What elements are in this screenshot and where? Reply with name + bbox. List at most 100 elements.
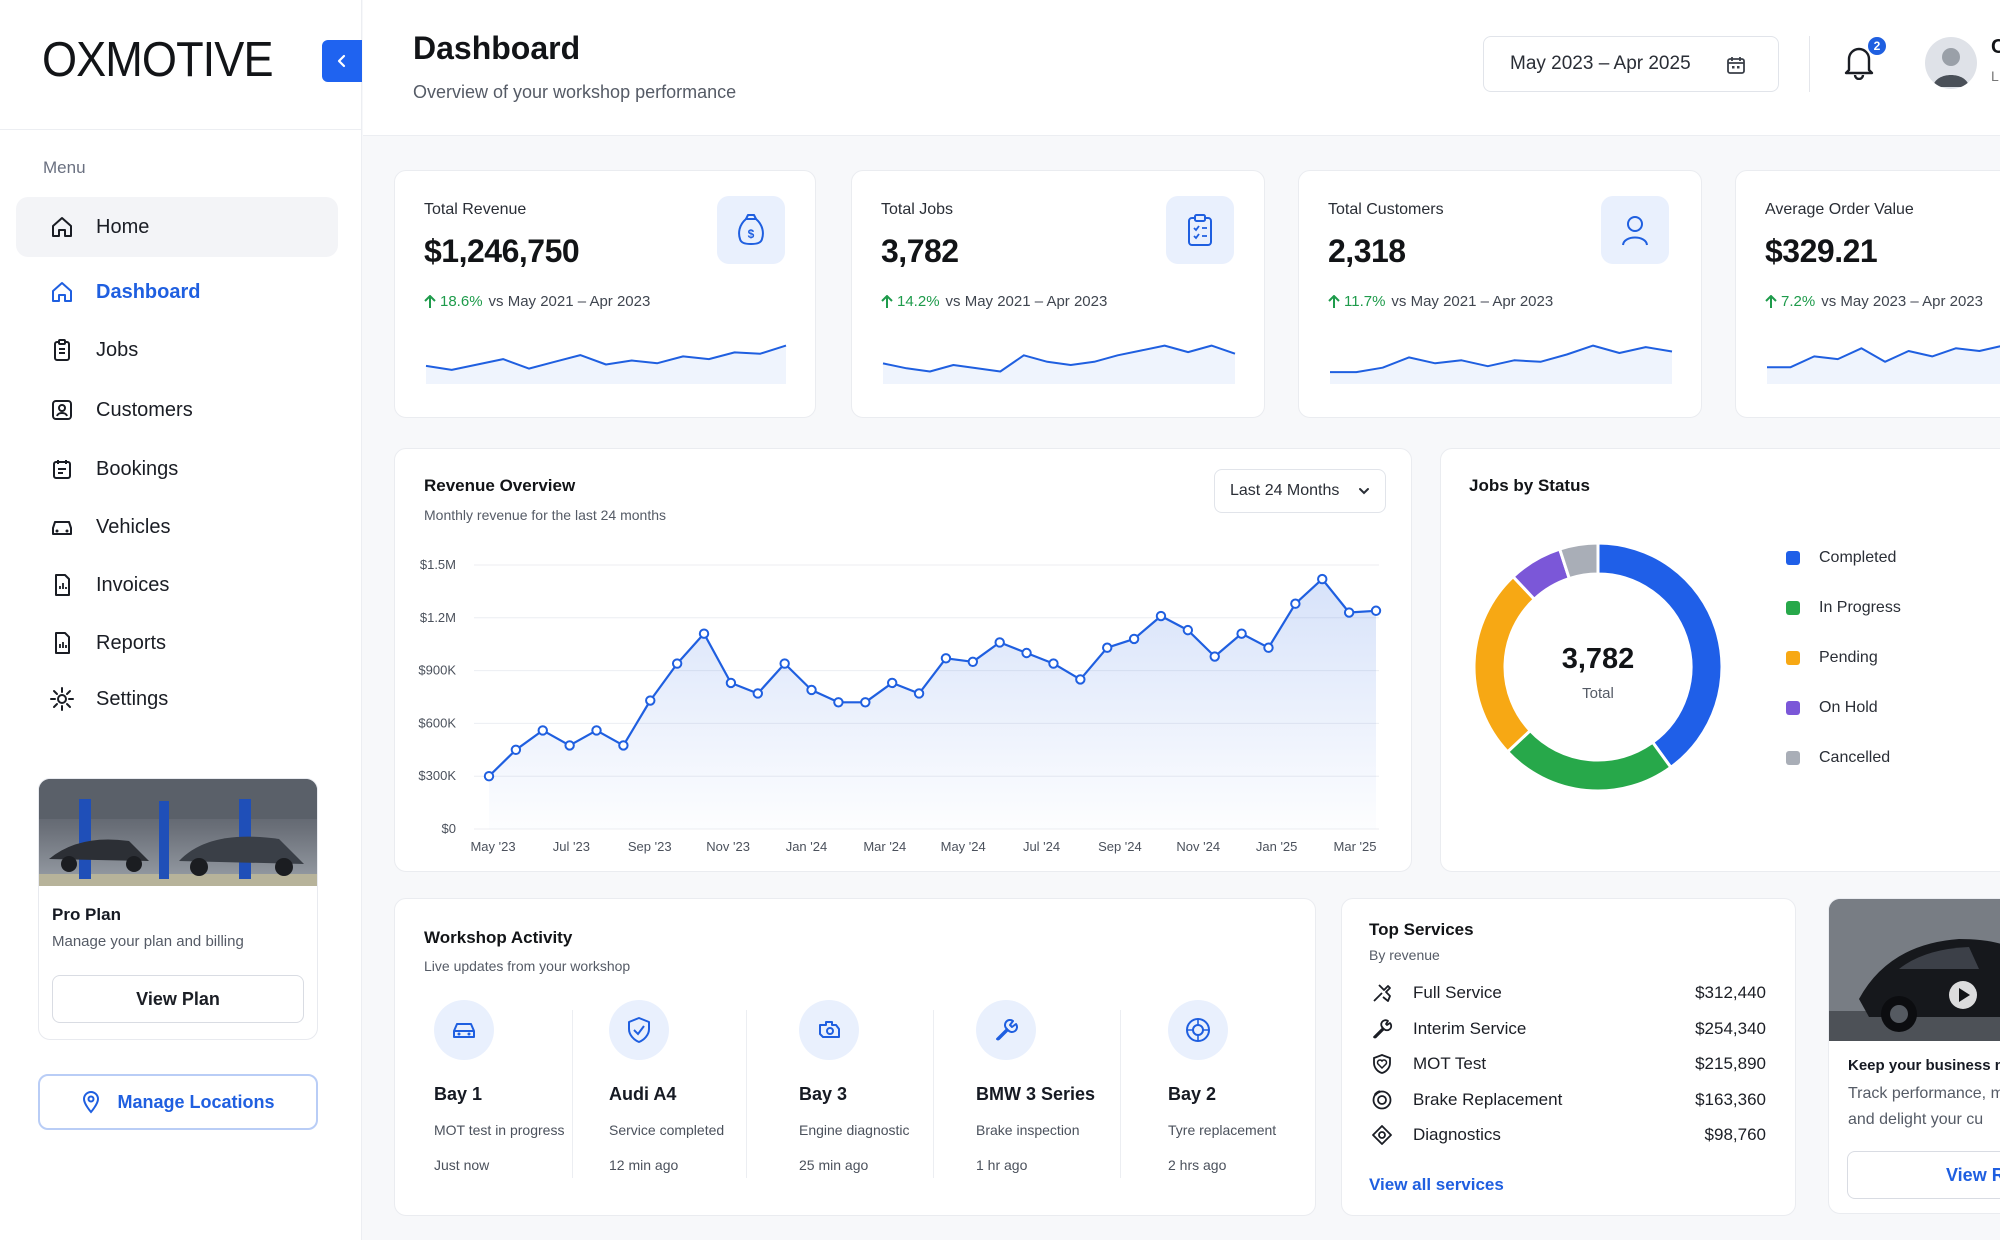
location-pin-icon [81, 1090, 101, 1114]
calendar-icon [1727, 57, 1745, 74]
legend-label: Cancelled [1819, 749, 1891, 766]
sidebar-item-invoices[interactable]: Invoices [16, 555, 338, 615]
service-row[interactable]: Interim Service $254,340 [1371, 1012, 1766, 1046]
invoice-icon [48, 571, 76, 599]
collapse-sidebar-button[interactable] [322, 40, 362, 82]
legend-item-cancelled: Cancelled [1786, 749, 1890, 767]
stat-label: Total Revenue [424, 201, 527, 218]
header-divider [1809, 36, 1810, 92]
data-point [1155, 610, 1167, 622]
arrow-up-icon [881, 294, 893, 308]
manage-locations-label: Manage Locations [117, 1091, 275, 1112]
activity-item[interactable]: Bay 1 MOT test in progress Just now [432, 1000, 592, 1184]
promo2-line1: Track performance, m [1848, 1085, 2000, 1102]
activity-item[interactable]: Bay 2 Tyre replacement 2 hrs ago [1166, 1000, 1326, 1184]
service-row[interactable]: Brake Replacement $163,360 [1371, 1083, 1766, 1117]
range-select[interactable]: Last 24 Months [1214, 469, 1386, 513]
activity-time: Just now [434, 1157, 490, 1173]
activity-item[interactable]: Audi A4 Service completed 12 min ago [607, 1000, 767, 1184]
data-point [1021, 647, 1032, 659]
logo-row: OXMOTIVE [0, 0, 362, 130]
service-name: Interim Service [1413, 1019, 1527, 1038]
date-range-picker[interactable]: May 2023 – Apr 2025 [1483, 36, 1779, 92]
sidebar-item-vehicles[interactable]: Vehicles [16, 497, 338, 557]
service-row[interactable]: Diagnostics $98,760 [1371, 1118, 1766, 1152]
stat-value: 2,318 [1328, 233, 1406, 269]
activity-title-text: Bay 1 [434, 1084, 483, 1104]
stat-change: 11.7% [1344, 293, 1386, 310]
sidebar-item-bookings[interactable]: Bookings [16, 439, 338, 499]
service-row[interactable]: Full Service $312,440 [1371, 976, 1766, 1010]
data-point [1370, 605, 1382, 616]
view-plan-button[interactable]: View Plan [52, 975, 304, 1023]
data-point [1343, 607, 1355, 618]
sidebar-item-label: Dashboard [96, 280, 201, 303]
shield-heart-icon [1371, 1053, 1393, 1075]
sidebar-item-settings[interactable]: Settings [16, 669, 338, 729]
x-tick-label: Nov '23 [706, 839, 750, 854]
stat-sparkline [882, 344, 1236, 384]
clipboard-icon [48, 336, 76, 364]
money-bag-icon: $ [717, 196, 785, 264]
brand-logo[interactable]: OXMOTIVE [42, 33, 274, 87]
manage-locations-button[interactable]: Manage Locations [38, 1074, 318, 1130]
y-tick-label: $900K [418, 663, 456, 678]
activity-time: 2 hrs ago [1168, 1157, 1227, 1173]
data-point [1128, 633, 1140, 645]
calendar-icon [48, 455, 76, 483]
x-tick-label: Mar '25 [1334, 839, 1377, 854]
range-select-value: Last 24 Months [1230, 482, 1340, 499]
stat-change: 7.2% [1781, 293, 1816, 310]
sidebar-item-customers[interactable]: Customers [16, 380, 338, 440]
report-icon [48, 629, 76, 657]
donut-segment [1505, 728, 1673, 793]
sidebar-item-home[interactable]: Home [16, 197, 338, 257]
promo2-button[interactable]: View R [1847, 1151, 2000, 1199]
car-video-thumbnail[interactable] [1829, 899, 2000, 1041]
activity-divider [746, 1010, 747, 1178]
stat-trend: 14.2% vs May 2021 – Apr 2023 [881, 293, 1107, 310]
avatar[interactable] [1925, 37, 1977, 89]
stat-value: $329.21 [1765, 233, 1878, 269]
data-point [483, 771, 495, 782]
x-tick-label: Mar '24 [863, 839, 906, 854]
sidebar-item-reports[interactable]: Reports [16, 613, 338, 673]
diagnostics-icon [1371, 1124, 1393, 1146]
revenue-chart-title: Revenue Overview [424, 476, 576, 495]
legend-swatch [1786, 551, 1800, 565]
activity-desc: Tyre replacement [1168, 1122, 1277, 1138]
data-point [833, 697, 844, 708]
x-tick-label: Jul '24 [1023, 839, 1060, 854]
x-tick-label: Sep '24 [1098, 839, 1142, 854]
legend-label: On Hold [1819, 699, 1878, 716]
sidebar: OXMOTIVE Menu Home Dashboard Jobs Custom… [0, 0, 362, 1240]
stat-label: Total Customers [1328, 201, 1444, 218]
service-row[interactable]: MOT Test $215,890 [1371, 1047, 1766, 1081]
view-all-services-link[interactable]: View all services [1369, 1175, 1504, 1194]
chevron-left-icon [337, 54, 346, 68]
bell-icon[interactable] [1843, 44, 1875, 80]
page-title: Dashboard [413, 30, 581, 66]
activity-item[interactable]: Bay 3 Engine diagnostic 25 min ago [797, 1000, 957, 1184]
arrow-up-icon [1328, 294, 1340, 308]
service-amount: $98,760 [1704, 1125, 1766, 1144]
workshop-activity-card [394, 898, 1316, 1216]
stat-trend: 7.2% vs May 2023 – Apr 2023 [1765, 293, 1983, 310]
sidebar-item-dashboard[interactable]: Dashboard [16, 262, 338, 322]
promo-video-card: Keep your business m Track performance, … [1828, 898, 2000, 1214]
activity-title-text: Bay 3 [799, 1084, 848, 1104]
activity-desc: Brake inspection [976, 1122, 1080, 1138]
stat-label: Average Order Value [1765, 201, 1914, 218]
activity-time: 1 hr ago [976, 1157, 1028, 1173]
service-name: Brake Replacement [1413, 1090, 1563, 1109]
sparkline-line [882, 344, 1236, 373]
sidebar-item-label: Invoices [96, 573, 170, 596]
data-point [564, 740, 575, 751]
data-point [1290, 598, 1301, 609]
sidebar-item-label: Reports [96, 631, 167, 654]
sidebar-item-jobs[interactable]: Jobs [16, 320, 338, 380]
activity-subtitle: Live updates from your workshop [424, 958, 631, 974]
activity-item[interactable]: BMW 3 Series Brake inspection 1 hr ago [974, 1000, 1134, 1184]
data-point [698, 628, 710, 639]
data-point [645, 695, 656, 706]
